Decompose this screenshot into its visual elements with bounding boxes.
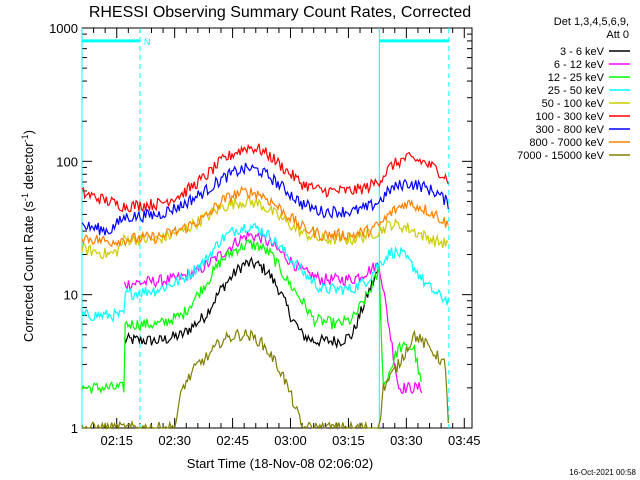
- series-line: [81, 143, 449, 213]
- legend-label: 6 - 12 keV: [554, 59, 605, 71]
- series-line: [81, 238, 422, 395]
- timestamp: 16-Oct-2021 00:58: [569, 468, 636, 477]
- y-axis-label-exponent: -1: [20, 193, 30, 201]
- y-axis-label-part: ): [21, 130, 36, 134]
- legend-label: 800 - 7000 keV: [529, 137, 604, 149]
- legend-label: 7000 - 15000 keV: [517, 150, 605, 162]
- x-tick-label: 02:15: [100, 433, 133, 448]
- legend-label: 50 - 100 keV: [542, 98, 605, 110]
- x-tick-label: 02:30: [158, 433, 191, 448]
- y-tick-label: 1000: [49, 21, 78, 36]
- series-line: [81, 194, 449, 260]
- legend-label: 100 - 300 keV: [536, 111, 605, 123]
- x-tick-label: 02:45: [216, 433, 249, 448]
- y-axis-label-part: detector: [21, 142, 36, 193]
- legend-label: 300 - 800 keV: [536, 124, 605, 136]
- x-tick-label: 03:30: [390, 433, 423, 448]
- x-tick-label: 03:00: [274, 433, 307, 448]
- legend-header: Det 1,3,4,5,6,9,: [554, 16, 629, 28]
- series-line: [81, 222, 449, 323]
- plot-area: 1 10 100 1000 02:15 02:30 02:45 03:00 03:15 03:30…: [49, 21, 480, 448]
- y-tick-label: 1: [71, 421, 78, 436]
- series-line: [123, 230, 423, 395]
- series-line: [81, 328, 449, 431]
- y-tick-label: 100: [56, 154, 78, 169]
- x-axis-label: Start Time (18-Nov-08 02:06:02): [187, 456, 373, 471]
- legend-label: 3 - 6 keV: [560, 46, 605, 58]
- y-axis-label: Corrected Count Rate (s-1 detector-1): [20, 130, 36, 342]
- legend-label: 25 - 50 keV: [548, 85, 605, 97]
- night-marker-label: N: [144, 37, 151, 47]
- y-axis-label-exponent: -1: [20, 134, 30, 142]
- x-tick-label: 03:45: [448, 433, 481, 448]
- series-line: [123, 256, 380, 350]
- legend-label: 12 - 25 keV: [548, 72, 605, 84]
- y-tick-label: 10: [64, 288, 78, 303]
- series-line: [81, 162, 449, 236]
- legend-header: Att 0: [606, 29, 629, 41]
- series-line: [81, 185, 449, 248]
- chart-title: RHESSI Observing Summary Count Rates, Co…: [89, 4, 471, 21]
- x-tick-label: 03:15: [332, 433, 365, 448]
- y-axis-label-part: Corrected Count Rate (s: [21, 201, 36, 342]
